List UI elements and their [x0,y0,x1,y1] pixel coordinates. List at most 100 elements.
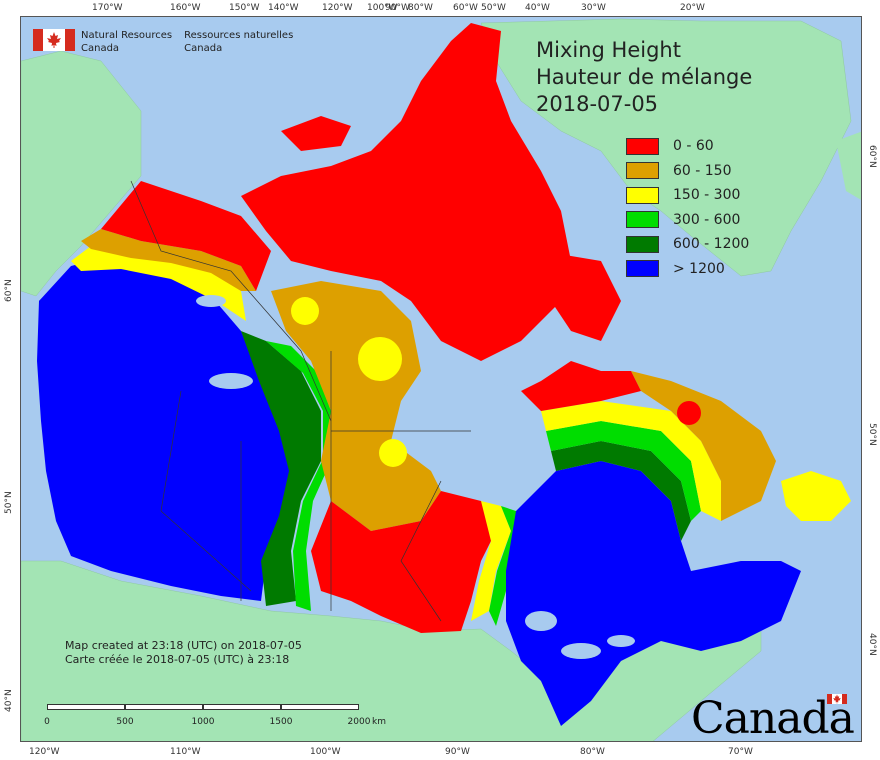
legend-swatch [626,260,659,278]
agency-signature: Natural Resources Canada Ressources natu… [33,29,293,55]
lon-label-bottom: 70°W [728,747,753,757]
lon-label-top: 50°W [481,3,506,13]
lon-label-top: 40°W [525,3,550,13]
legend-label: 150 - 300 [673,187,741,204]
credits-english: Map created at 23:18 (UTC) on 2018-07-05 [65,639,302,652]
agency-name-fr: Ressources naturelles Canada [184,30,294,54]
lat-label-right: 40°N [867,633,877,656]
region-0-60-ontario [311,491,501,633]
map-legend: 0 - 60 60 - 150 150 - 300 300 - 600 600 - 12… [626,134,749,281]
scale-segment [281,704,359,710]
region-600-1200-quebec [551,441,691,541]
legend-item: 60 - 150 [626,159,749,184]
region-150-300-newfoundland [781,471,851,521]
scale-segment [125,704,203,710]
region-60-150-central [271,281,441,531]
legend-swatch [626,211,659,229]
lon-label-top: 170°W [92,3,123,13]
provincial-borders [130,180,471,622]
lat-label-right: 60°N [867,145,877,168]
region-300-600-west [266,341,331,611]
legend-label: 60 - 150 [673,162,732,179]
region-150-300-ontario-edge [471,501,511,621]
wordmark-flag-icon [827,694,847,704]
legend-item: > 1200 [626,257,749,282]
legend-swatch [626,235,659,253]
region-300-600-quebec [546,421,701,521]
legend-item: 150 - 300 [626,183,749,208]
credits-french: Carte créée le 2018-07-05 (UTC) à 23:18 [65,653,290,666]
map-title: Mixing Height Hauteur de mélange 2018-07… [536,37,752,118]
lon-label-top: 100°W [367,3,398,13]
scale-tick: 500 [116,717,134,727]
legend-label: 0 - 60 [673,138,714,155]
scale-tick: 1500 [269,717,293,727]
greenland-landmass [480,18,852,277]
lon-label-top: 80°W [408,3,433,13]
region-150-300-quebec [541,401,721,521]
lat-label-left: 40°N [4,689,14,712]
lon-label-bottom: 100°W [310,747,341,757]
legend-item: 0 - 60 [626,134,749,159]
map-credits: Map created at 23:18 (UTC) on 2018-07-05… [65,639,302,667]
lon-label-bottom: 120°W [29,747,60,757]
lon-label-top: 120°W [322,3,353,13]
lon-label-top: 30°W [581,3,606,13]
lakes [196,295,635,659]
region-over-1200-yukon [39,271,81,381]
lon-label-bottom: 80°W [580,747,605,757]
lon-label-bottom: 90°W [445,747,470,757]
map-date: 2018-07-05 [536,92,659,116]
scale-bar: 0 500 1000 1500 2000 km [44,704,386,734]
hudson-bay [411,371,561,481]
region-60-150-nw [81,229,256,291]
lon-label-top: 60°W [453,3,478,13]
canada-flag-icon [33,29,75,51]
region-60-150-labrador [631,371,776,521]
map-canvas[interactable]: Natural Resources Canada Ressources natu… [20,16,862,742]
region-0-60-arctic-3 [541,251,621,341]
lon-label-top: 150°W [229,3,260,13]
mixing-height-map[interactable] [21,17,862,742]
region-over-1200-east [506,461,801,726]
lon-label-top: 140°W [268,3,299,13]
lat-label-left: 50°N [4,491,14,514]
scale-unit: km [372,717,386,727]
legend-label: > 1200 [673,260,725,277]
legend-swatch [626,137,659,155]
region-150-300-spot [358,337,402,381]
lon-label-top: 20°W [680,3,705,13]
legend-label: 600 - 1200 [673,236,750,253]
title-english: Mixing Height [536,38,681,62]
region-0-60-arctic [241,23,571,361]
legend-item: 600 - 1200 [626,232,749,257]
region-150-300-spot [291,297,319,325]
agency-name-en: Natural Resources Canada [81,30,173,54]
region-150-300-spot [379,439,407,467]
legend-swatch [626,186,659,204]
lon-label-top: 160°W [170,3,201,13]
region-0-60-nw [101,181,271,291]
region-150-300-nw [71,246,246,321]
alaska-landmass [21,50,142,297]
lat-label-right: 50°N [867,423,877,446]
lon-label-top: 90°W [385,3,410,13]
region-300-600-ontario-edge [489,506,519,626]
lon-label-bottom: 110°W [170,747,201,757]
scale-segment [47,704,125,710]
iceland-like-land [836,131,861,200]
region-600-1200-west [241,331,321,606]
scale-tick: 1000 [191,717,215,727]
scale-tick: 2000 [347,717,371,727]
legend-swatch [626,162,659,180]
legend-item: 300 - 600 [626,208,749,233]
region-0-60-arctic-2 [281,116,351,151]
region-over-1200-west [37,256,291,601]
region-0-60-spot [677,401,701,425]
legend-label: 300 - 600 [673,211,741,228]
title-french: Hauteur de mélange [536,65,753,89]
lat-label-left: 60°N [4,279,14,302]
scale-tick: 0 [44,717,50,727]
region-0-60-quebec-north [521,361,641,411]
